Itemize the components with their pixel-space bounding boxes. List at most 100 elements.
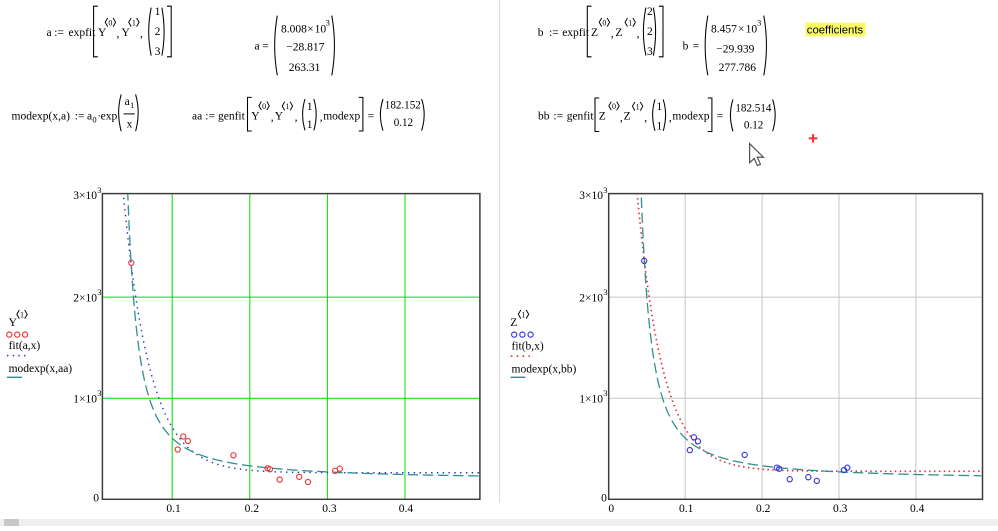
svg-text:genfit: genfit (567, 111, 595, 123)
svg-text::=: := (553, 111, 563, 123)
svg-text:0.1: 0.1 (166, 503, 181, 515)
svg-text:b: b (538, 27, 544, 39)
svg-text:0.12: 0.12 (394, 117, 413, 129)
svg-text:0.4: 0.4 (399, 503, 414, 515)
svg-text:0.2: 0.2 (245, 503, 260, 515)
svg-text:3: 3 (757, 17, 761, 27)
svg-text:aa: aa (192, 110, 202, 122)
svg-text:a: a (125, 96, 130, 108)
svg-text:1: 1 (130, 100, 134, 110)
svg-text:x: x (127, 118, 133, 130)
svg-text:3: 3 (97, 287, 101, 297)
svg-text:,: , (644, 112, 647, 124)
svg-text:Z: Z (624, 111, 631, 123)
svg-text:1×10: 1×10 (73, 393, 97, 405)
svg-text:,: , (320, 112, 323, 124)
svg-text:modexp(x,a): modexp(x,a) (12, 110, 71, 122)
svg-text:1: 1 (285, 102, 289, 111)
svg-text:3: 3 (603, 388, 607, 398)
svg-text:fit(a,x): fit(a,x) (9, 340, 41, 352)
svg-text:,: , (611, 28, 614, 40)
svg-text:0.12: 0.12 (744, 119, 763, 131)
svg-text:3: 3 (97, 185, 101, 195)
svg-text:8.008: 8.008 (281, 24, 307, 36)
svg-text:,: , (620, 112, 623, 124)
svg-text:3: 3 (97, 388, 101, 398)
svg-text:modexp: modexp (323, 110, 360, 122)
svg-text:expfit: expfit (562, 27, 590, 39)
svg-text:0: 0 (262, 102, 266, 111)
svg-text:0.4: 0.4 (910, 503, 925, 515)
svg-text:bb: bb (538, 111, 550, 123)
svg-text:1: 1 (155, 6, 161, 18)
svg-text:,: , (637, 28, 640, 40)
svg-text:1: 1 (628, 18, 632, 27)
svg-text:Y: Y (275, 110, 284, 122)
svg-text:coefficients: coefficients (807, 25, 864, 37)
svg-text:2×10: 2×10 (579, 292, 603, 304)
svg-text:0: 0 (601, 493, 607, 505)
svg-text:modexp(x,aa): modexp(x,aa) (9, 363, 73, 375)
svg-text:=: = (262, 40, 269, 52)
svg-text:0.3: 0.3 (833, 503, 848, 515)
svg-text:Z: Z (599, 111, 606, 123)
svg-text:Y: Y (122, 27, 131, 39)
svg-text:0: 0 (612, 102, 616, 111)
svg-text:exp: exp (101, 110, 118, 122)
svg-text:=: = (693, 40, 700, 52)
svg-text:1: 1 (132, 18, 136, 27)
svg-text::=: := (75, 110, 85, 122)
svg-text:·: · (97, 110, 101, 122)
svg-text:10: 10 (315, 24, 327, 36)
svg-text:b: b (683, 40, 689, 52)
svg-text:Z: Z (591, 27, 598, 39)
svg-text:,: , (117, 28, 120, 40)
svg-text:1: 1 (657, 121, 663, 133)
svg-text:0: 0 (602, 18, 606, 27)
svg-text:1: 1 (307, 119, 313, 131)
svg-text:expfit: expfit (69, 27, 97, 39)
svg-text:Z: Z (615, 27, 622, 39)
svg-text:3: 3 (326, 17, 330, 27)
svg-text:a: a (47, 27, 52, 39)
svg-text:1×10: 1×10 (579, 393, 603, 405)
svg-text:modexp(x,bb): modexp(x,bb) (512, 363, 577, 375)
svg-text:1: 1 (307, 101, 313, 113)
svg-text:2×10: 2×10 (73, 292, 97, 304)
svg-text:277.786: 277.786 (719, 62, 757, 74)
svg-text:0: 0 (93, 493, 99, 505)
svg-text:,: , (140, 28, 143, 40)
svg-text:,: , (669, 112, 672, 124)
svg-text:182.152: 182.152 (385, 100, 421, 112)
svg-text:a: a (255, 40, 260, 52)
svg-text:182.514: 182.514 (735, 102, 772, 114)
svg-text:0: 0 (92, 115, 96, 125)
svg-text:1: 1 (657, 101, 663, 113)
svg-text:−28.817: −28.817 (286, 42, 324, 54)
svg-text:0.3: 0.3 (322, 503, 337, 515)
svg-text:2: 2 (155, 26, 161, 38)
svg-text:8.457: 8.457 (711, 24, 737, 36)
svg-text:0: 0 (608, 503, 614, 515)
svg-text:−29.939: −29.939 (716, 43, 754, 55)
svg-text::=: := (549, 27, 559, 39)
svg-text::=: := (205, 110, 215, 122)
svg-text:3×10: 3×10 (73, 190, 97, 202)
svg-text:0.2: 0.2 (756, 503, 771, 515)
svg-text:×: × (738, 24, 745, 36)
svg-text::=: := (54, 27, 64, 39)
svg-text:3: 3 (155, 46, 161, 58)
svg-text:1: 1 (20, 310, 24, 319)
svg-text:1: 1 (522, 310, 526, 319)
svg-text:,: , (295, 112, 298, 124)
svg-text:Y: Y (251, 110, 260, 122)
svg-text:263.31: 263.31 (289, 62, 321, 74)
svg-text:genfit: genfit (218, 110, 246, 122)
svg-text:1: 1 (636, 102, 640, 111)
svg-text:3: 3 (647, 46, 653, 58)
svg-text:Y: Y (9, 317, 18, 329)
svg-text:3: 3 (603, 185, 607, 195)
svg-text:=: = (717, 111, 724, 123)
svg-text:fit(b,x): fit(b,x) (512, 340, 544, 352)
svg-text:2: 2 (647, 26, 653, 38)
